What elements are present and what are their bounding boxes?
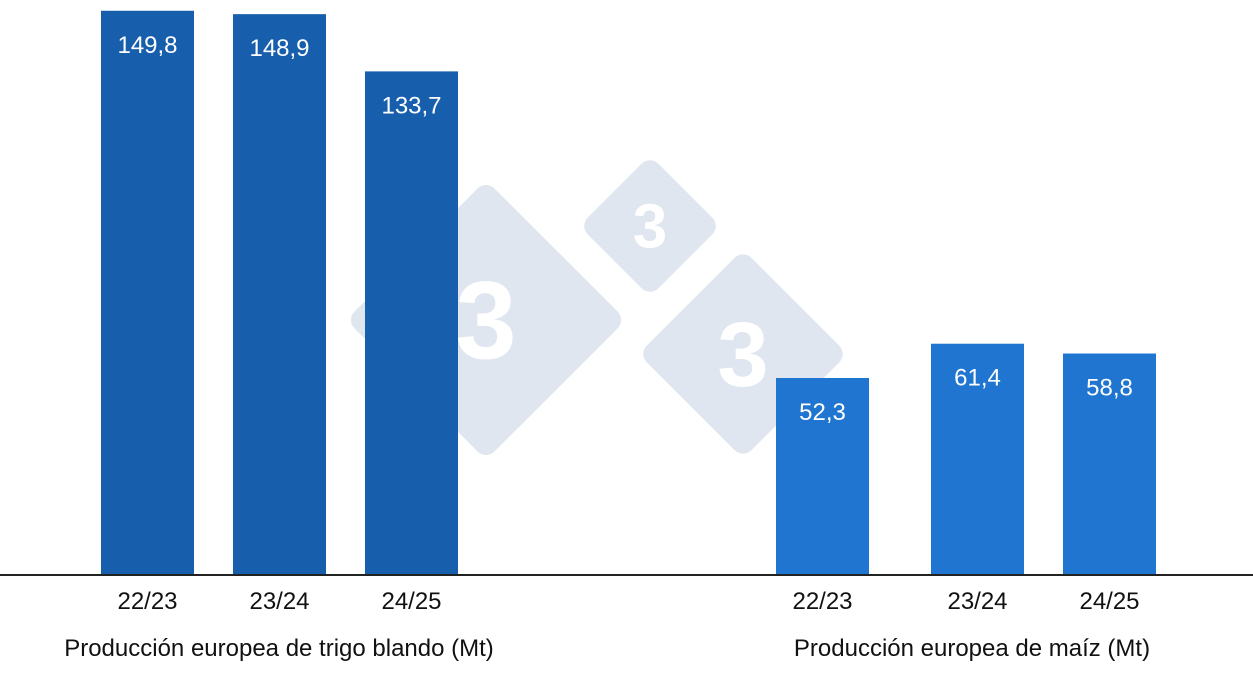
x-tick-label: 23/24 xyxy=(249,588,309,615)
bar-value-label: 61,4 xyxy=(954,365,1001,392)
watermark-digit: 3 xyxy=(633,193,667,262)
bar-value-label: 52,3 xyxy=(799,399,846,426)
group-axis-label: Producción europea de trigo blando (Mt) xyxy=(64,635,494,662)
x-tick-label: 22/23 xyxy=(792,588,852,615)
bar xyxy=(1063,353,1156,575)
x-tick-label: 24/25 xyxy=(381,588,441,615)
x-tick-label: 22/23 xyxy=(117,588,177,615)
bars-layer: 149,8 148,9 133,7 52,3 61,4 58,8 xyxy=(101,10,1156,576)
watermark-digit: 3 xyxy=(717,304,768,406)
tick-labels: 22/23 23/24 24/25 22/23 23/24 24/25 xyxy=(117,588,1139,615)
x-tick-label: 24/25 xyxy=(1079,588,1139,615)
bar-value-label: 148,9 xyxy=(249,35,309,62)
bar xyxy=(101,10,194,575)
bar xyxy=(931,343,1024,575)
bar-value-label: 133,7 xyxy=(381,92,441,119)
bar xyxy=(233,14,326,576)
bar xyxy=(365,71,458,575)
group-labels: Producción europea de trigo blando (Mt) P… xyxy=(64,635,1150,662)
bar-value-label: 58,8 xyxy=(1086,375,1133,402)
watermark-diamond xyxy=(584,160,716,292)
x-tick-label: 23/24 xyxy=(947,588,1007,615)
watermark-digit: 3 xyxy=(455,260,516,383)
group-axis-label: Producción europea de maíz (Mt) xyxy=(794,635,1150,662)
bar xyxy=(776,378,869,575)
bar-value-label: 149,8 xyxy=(117,32,177,59)
